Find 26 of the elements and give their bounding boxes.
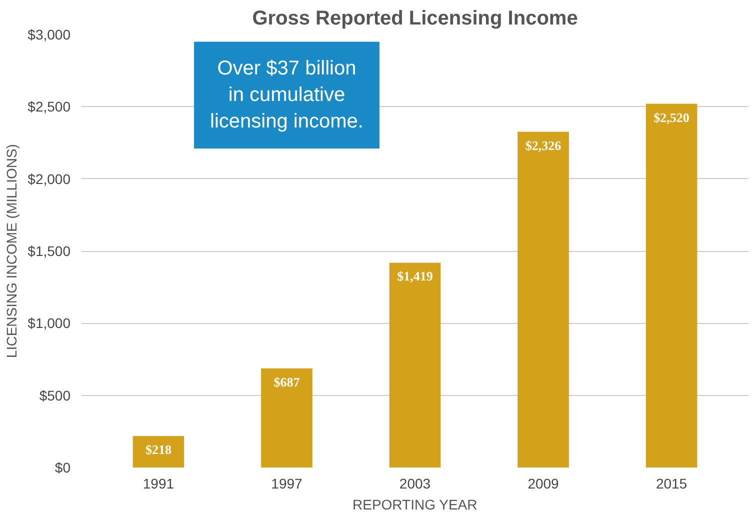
chart-title: Gross Reported Licensing Income: [252, 8, 578, 30]
x-tick-label: 2003: [399, 476, 431, 492]
bar: [389, 262, 441, 468]
x-tick-label: 1991: [142, 476, 174, 492]
bar: [132, 436, 184, 468]
data-label: $218: [145, 442, 172, 458]
data-label: $687: [274, 374, 300, 390]
y-tick-label: $2,000: [28, 170, 71, 187]
y-tick-label: $1,000: [28, 315, 71, 332]
y-tick-label: $0: [54, 460, 71, 476]
x-tick-label: 2009: [528, 476, 560, 492]
x-tick-label: 1997: [271, 476, 303, 492]
data-label: $2,520: [654, 110, 690, 125]
bar: [261, 368, 312, 468]
bar: [646, 104, 698, 468]
y-tick-label: $1,500: [28, 243, 71, 259]
x-axis-title: REPORTING YEAR: [352, 496, 478, 512]
y-tick-label: $3,000: [28, 26, 71, 42]
bar: [518, 132, 569, 468]
annotation: Over $37 billion in cumulative licensing income.: [210, 58, 364, 133]
y-tick-label: $500: [39, 387, 71, 404]
x-tick-label: 2015: [656, 476, 688, 492]
y-tick-label: $2,500: [28, 98, 71, 115]
data-label: $1,419: [397, 268, 434, 284]
y-axis-title: LICENSING INCOME (MILLIONS): [4, 144, 20, 358]
data-label: $2,326: [525, 138, 562, 153]
